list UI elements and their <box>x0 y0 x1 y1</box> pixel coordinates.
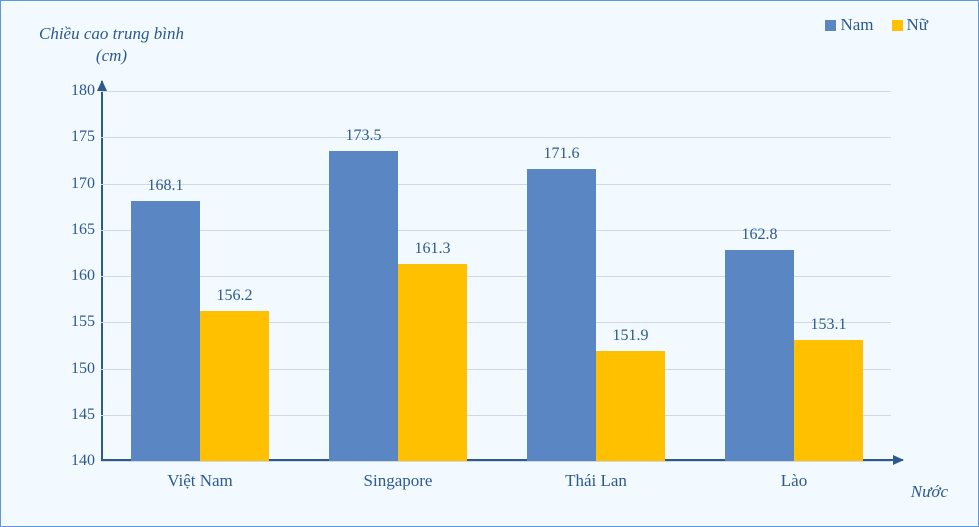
bar: 173.5 <box>329 151 398 461</box>
bar-value-label: 151.9 <box>596 327 665 345</box>
bar: 171.6 <box>527 169 596 461</box>
y-tick-label: 140 <box>55 452 95 470</box>
bar-value-label: 171.6 <box>527 145 596 163</box>
legend-item-nu: Nữ <box>892 15 929 35</box>
legend-swatch-nam <box>825 20 836 31</box>
x-category-label: Singapore <box>364 471 433 491</box>
legend: Nam Nữ <box>825 15 928 35</box>
plot-area: 140145150155160165170175180168.1156.2Việ… <box>101 91 891 461</box>
chart-container: Nam Nữ Chiều cao trung bình (cm) Nước 14… <box>0 0 979 527</box>
y-axis-title-line1: Chiều cao trung bình <box>39 23 184 45</box>
grid-line <box>101 184 891 185</box>
bar-value-label: 153.1 <box>794 316 863 334</box>
y-tick-label: 155 <box>55 313 95 331</box>
bar: 161.3 <box>398 264 467 461</box>
x-category-label: Thái Lan <box>565 471 627 491</box>
legend-item-nam: Nam <box>825 15 873 35</box>
bar-value-label: 173.5 <box>329 127 398 145</box>
y-axis-title: Chiều cao trung bình (cm) <box>39 23 184 67</box>
legend-swatch-nu <box>892 20 903 31</box>
grid-line <box>101 461 891 462</box>
bar-value-label: 162.8 <box>725 226 794 244</box>
bar: 156.2 <box>200 311 269 461</box>
grid-line <box>101 91 891 92</box>
y-tick-label: 165 <box>55 221 95 239</box>
y-axis-title-line2: (cm) <box>39 45 184 67</box>
x-category-label: Việt Nam <box>167 471 233 491</box>
legend-label-nam: Nam <box>840 15 873 35</box>
y-tick-label: 180 <box>55 82 95 100</box>
y-tick-label: 150 <box>55 360 95 378</box>
legend-label-nu: Nữ <box>907 15 929 35</box>
bar: 168.1 <box>131 201 200 461</box>
x-category-label: Lào <box>781 471 807 491</box>
bar-value-label: 156.2 <box>200 287 269 305</box>
bar: 153.1 <box>794 340 863 461</box>
grid-line <box>101 137 891 138</box>
y-tick-label: 160 <box>55 267 95 285</box>
bar-value-label: 168.1 <box>131 177 200 195</box>
y-tick-label: 145 <box>55 406 95 424</box>
bar: 151.9 <box>596 351 665 461</box>
y-tick-label: 170 <box>55 175 95 193</box>
y-tick-label: 175 <box>55 128 95 146</box>
bar-value-label: 161.3 <box>398 240 467 258</box>
x-axis-title: Nước <box>911 482 948 502</box>
bar: 162.8 <box>725 250 794 461</box>
